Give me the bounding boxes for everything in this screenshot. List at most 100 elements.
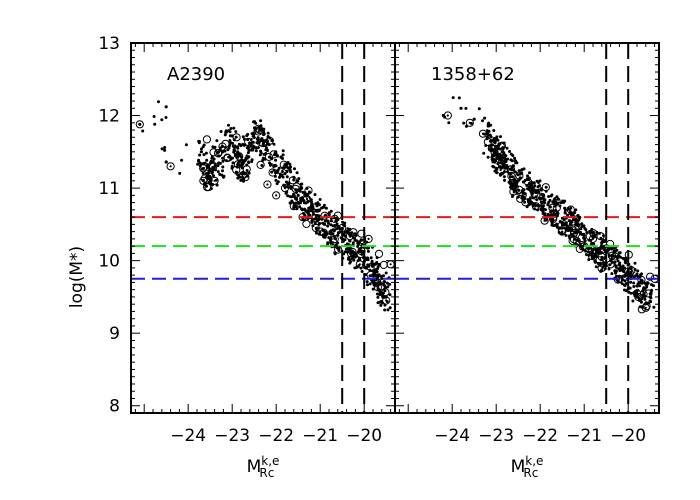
galaxy-point <box>562 218 566 222</box>
circled-galaxy-center <box>138 123 141 126</box>
y-tick-label: 13 <box>98 34 120 54</box>
circled-galaxy <box>135 120 144 129</box>
x-axis-label-base: M <box>511 457 526 477</box>
galaxy-point <box>566 213 570 217</box>
galaxy-point <box>618 251 622 255</box>
galaxy-point <box>245 169 249 172</box>
galaxy-point <box>281 153 285 157</box>
circled-galaxy <box>272 191 281 200</box>
galaxy-point <box>386 308 390 312</box>
galaxy-point <box>643 297 647 301</box>
galaxy-point <box>549 194 553 198</box>
galaxy-point <box>234 170 238 174</box>
galaxy-point <box>542 204 545 208</box>
x-tick-label: −24 <box>170 426 206 446</box>
galaxy-point <box>457 96 461 100</box>
galaxy-point <box>239 172 243 176</box>
x-tick-label: −24 <box>434 426 470 446</box>
circled-galaxy <box>552 196 561 205</box>
circled-galaxy <box>496 142 505 151</box>
galaxy-point <box>516 179 520 183</box>
plot-area <box>131 43 395 413</box>
galaxy-point <box>538 184 542 188</box>
x-tick-label: −20 <box>346 426 382 446</box>
circled-galaxy <box>282 162 291 172</box>
circled-galaxy <box>256 160 265 169</box>
galaxy-point <box>562 200 566 204</box>
x-axis-label-right: Mk,e Rc <box>511 454 544 480</box>
galaxy-point <box>366 283 369 287</box>
circled-galaxy <box>515 171 524 180</box>
galaxy-point <box>233 145 237 149</box>
galaxy-point <box>611 254 615 258</box>
circled-galaxy <box>541 183 550 192</box>
galaxy-point <box>335 227 339 231</box>
galaxy-point <box>540 201 544 205</box>
galaxy-point <box>224 130 228 134</box>
circled-galaxy <box>254 124 263 133</box>
galaxy-point <box>492 165 496 169</box>
x-axis-label-subscript: Rc <box>259 466 274 480</box>
galaxy-point <box>523 200 527 204</box>
circled-galaxy <box>596 232 605 241</box>
galaxy-point <box>488 133 492 137</box>
circled-galaxy <box>376 282 385 291</box>
galaxy-point <box>539 188 543 192</box>
galaxy-point <box>300 182 304 186</box>
circled-galaxy <box>374 249 384 258</box>
galaxy-point <box>483 116 487 120</box>
circled-galaxy <box>202 135 211 144</box>
galaxy-point <box>234 130 238 134</box>
galaxy-point <box>509 152 513 156</box>
galaxy-point <box>632 281 636 285</box>
circled-galaxy-center <box>534 205 537 208</box>
circled-galaxy <box>595 256 604 265</box>
galaxy-point <box>204 151 208 155</box>
galaxy-point <box>528 198 532 202</box>
galaxy-point <box>508 175 512 179</box>
galaxy-point <box>294 197 298 201</box>
galaxy-point <box>279 155 283 159</box>
galaxy-point <box>260 164 264 167</box>
galaxy-point <box>197 159 200 163</box>
galaxy-point <box>231 161 235 165</box>
galaxy-point <box>376 265 380 269</box>
galaxy-point <box>640 279 644 283</box>
galaxy-point <box>633 261 637 265</box>
galaxy-point <box>629 280 633 284</box>
galaxy-point <box>648 292 652 296</box>
galaxy-point <box>307 206 311 210</box>
galaxy-point <box>543 201 547 205</box>
circled-galaxy <box>637 305 646 314</box>
galaxy-point <box>539 197 542 201</box>
circled-galaxy-center <box>358 263 361 266</box>
circled-galaxy <box>557 226 566 235</box>
galaxy-point <box>201 171 205 175</box>
galaxy-point <box>272 142 276 146</box>
galaxy-point <box>221 169 224 173</box>
galaxy-point <box>326 241 330 245</box>
galaxy-point <box>556 197 560 201</box>
galaxy-point <box>481 119 484 123</box>
galaxy-point <box>348 261 352 265</box>
galaxy-point <box>250 160 254 164</box>
galaxy-point <box>286 194 290 198</box>
galaxy-point <box>266 131 270 135</box>
galaxy-point <box>269 162 273 166</box>
circled-galaxy <box>241 173 250 182</box>
galaxy-point <box>496 162 500 166</box>
galaxy-point <box>610 272 614 276</box>
galaxy-point <box>388 306 392 310</box>
x-tick-label: −20 <box>610 426 646 446</box>
galaxy-point <box>318 198 322 201</box>
circled-galaxy <box>646 272 655 281</box>
x-axis-label-subscript: Rc <box>523 466 538 480</box>
circled-galaxy <box>348 247 357 257</box>
galaxy-point <box>578 215 582 219</box>
galaxy-point <box>464 106 468 110</box>
galaxy-point <box>201 178 205 182</box>
circled-galaxy <box>292 182 301 191</box>
galaxy-point <box>287 166 290 170</box>
galaxy-point <box>486 122 490 126</box>
circled-galaxy <box>382 296 391 305</box>
